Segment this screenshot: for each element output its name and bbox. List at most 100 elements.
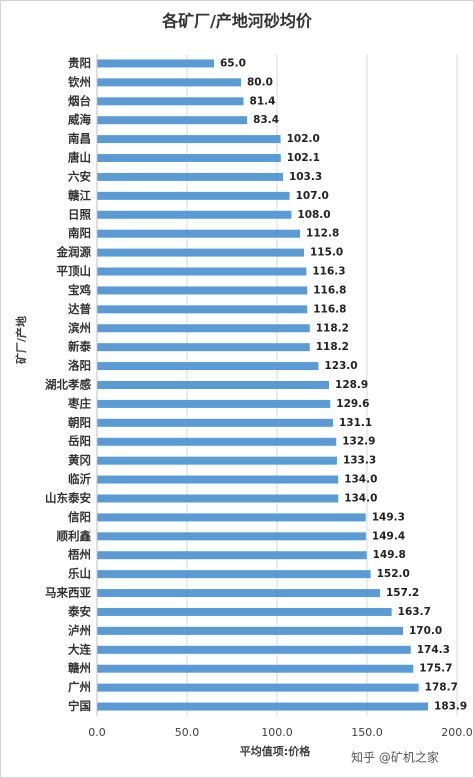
value-label: 103.3: [289, 171, 322, 183]
value-label: 175.7: [419, 663, 452, 675]
bar: [97, 305, 308, 314]
bar: [97, 418, 333, 427]
y-tick-label: 达普: [68, 302, 91, 316]
value-label: 118.2: [316, 341, 349, 353]
bar: [97, 456, 337, 465]
x-tick-label: 0.0: [88, 726, 106, 739]
y-tick-label: 马来西亚: [45, 586, 91, 600]
y-tick-label: 洛阳: [68, 359, 91, 373]
value-label: 115.0: [310, 247, 343, 259]
bar: [97, 626, 403, 635]
bar: [97, 248, 304, 257]
y-tick-label: 滨州: [68, 321, 91, 335]
value-label: 134.0: [344, 474, 377, 486]
bar: [97, 664, 414, 673]
bar: [97, 589, 380, 598]
bar: [97, 59, 214, 68]
value-label: 163.7: [398, 606, 431, 618]
value-label: 152.0: [377, 568, 410, 580]
bar: [97, 286, 308, 295]
y-tick-label: 泸州: [68, 623, 91, 637]
y-tick-label: 平顶山: [57, 264, 92, 278]
watermark: 知乎 @矿机之家: [351, 750, 439, 765]
value-label: 133.3: [343, 455, 376, 467]
value-label: 116.3: [312, 266, 345, 278]
y-tick-label: 广州: [68, 680, 91, 694]
y-tick-label: 顺利鑫: [57, 529, 92, 543]
bar: [97, 551, 367, 560]
value-label: 157.2: [386, 587, 419, 599]
value-label: 118.2: [316, 322, 349, 334]
bar: [97, 494, 339, 503]
value-label: 134.0: [344, 492, 377, 504]
y-tick-label: 威海: [68, 113, 91, 127]
value-label: 112.8: [306, 228, 339, 240]
value-label: 102.0: [287, 133, 320, 145]
y-tick-label: 黄冈: [68, 453, 91, 467]
bar: [97, 191, 290, 200]
bar: [97, 229, 301, 238]
y-tick-label: 赣州: [68, 661, 91, 675]
value-label: 183.9: [434, 701, 467, 713]
x-tick-label: 200.0: [441, 726, 473, 739]
x-tick-label: 100.0: [261, 726, 293, 739]
y-tick-label: 临沂: [68, 472, 91, 486]
y-tick-label: 唐山: [67, 151, 91, 165]
value-label: 102.1: [287, 152, 320, 164]
bar: [97, 645, 411, 654]
chart-title: 各矿厂/产地河砂均价: [161, 12, 313, 31]
value-label: 132.9: [342, 436, 375, 448]
y-tick-label: 岳阳: [68, 434, 91, 448]
value-label: 80.0: [247, 76, 273, 88]
value-label: 65.0: [220, 57, 246, 69]
value-label: 108.0: [297, 209, 330, 221]
value-label: 149.8: [373, 549, 406, 561]
value-label: 107.0: [296, 190, 329, 202]
value-label: 149.4: [372, 530, 405, 542]
value-label: 116.8: [313, 303, 346, 315]
bar: [97, 362, 319, 371]
y-tick-label: 朝阳: [68, 415, 91, 429]
bar: [97, 97, 244, 106]
y-tick-label: 宁国: [68, 699, 91, 713]
bar: [97, 399, 331, 408]
y-tick-label: 宝鸡: [68, 283, 91, 297]
bar: [97, 267, 307, 276]
bar: [97, 475, 339, 484]
y-tick-label: 南昌: [68, 132, 91, 146]
y-tick-label: 大连: [68, 642, 91, 656]
bar: [97, 381, 330, 389]
y-tick-label: 日照: [68, 207, 91, 221]
y-tick-label: 赣江: [68, 188, 91, 202]
bar: [97, 570, 371, 579]
bar: [97, 702, 429, 711]
bar: [97, 683, 419, 692]
value-label: 128.9: [335, 379, 368, 391]
bar: [97, 78, 241, 87]
bar: [97, 135, 281, 144]
value-label: 129.6: [336, 398, 369, 410]
bar: [97, 210, 292, 219]
value-label: 170.0: [409, 625, 442, 637]
value-label: 81.4: [250, 95, 276, 107]
y-tick-label: 枣庄: [67, 396, 91, 410]
y-tick-label: 湖北孝感: [45, 378, 91, 392]
x-tick-label: 50.0: [175, 726, 200, 739]
bar: [97, 324, 310, 333]
x-axis-label: 平均值项:价格: [240, 744, 311, 758]
y-tick-label: 乐山: [68, 567, 91, 581]
y-tick-label: 烟台: [68, 94, 91, 108]
y-tick-label: 新泰: [68, 340, 91, 354]
x-tick-label: 150.0: [351, 726, 383, 739]
value-label: 83.4: [253, 114, 279, 126]
bar: [97, 343, 310, 352]
value-label: 131.1: [339, 417, 372, 429]
y-tick-label: 金润源: [56, 245, 92, 259]
value-label: 174.3: [417, 644, 450, 656]
value-label: 178.7: [425, 682, 458, 694]
y-tick-label: 梧州: [68, 548, 91, 562]
y-tick-label: 六安: [68, 169, 91, 183]
y-tick-label: 钦州: [68, 75, 91, 89]
bar: [97, 437, 337, 446]
